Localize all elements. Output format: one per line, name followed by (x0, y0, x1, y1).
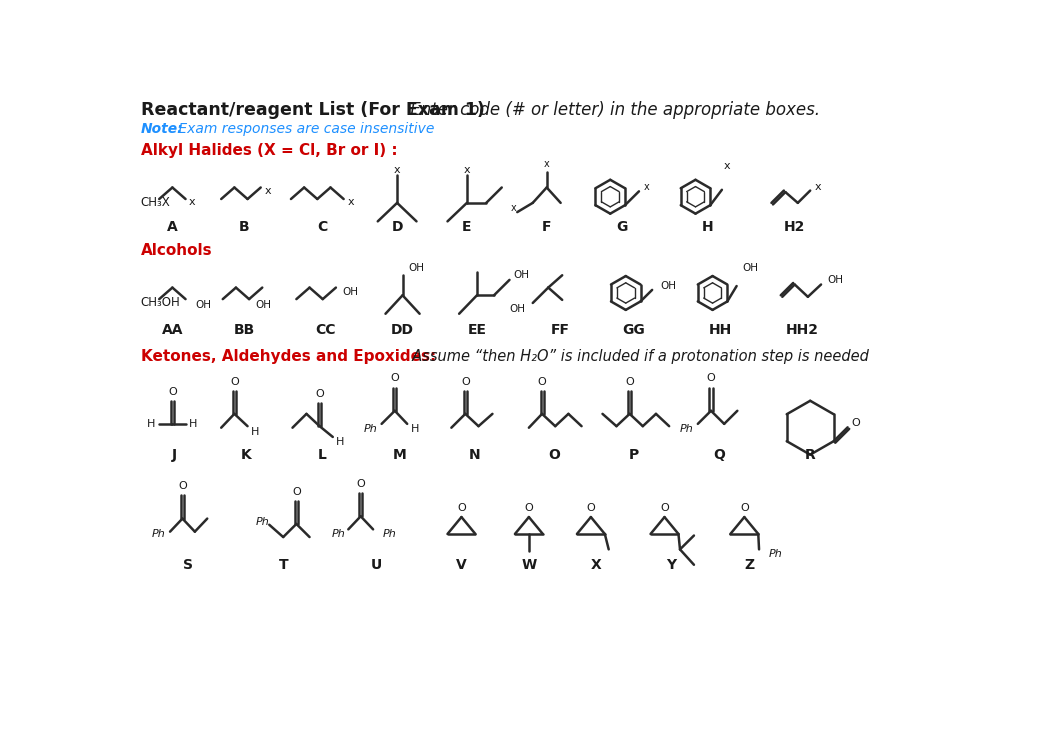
Text: O: O (457, 503, 466, 513)
Text: CH₃OH: CH₃OH (140, 296, 181, 310)
Text: BB: BB (234, 323, 255, 336)
Text: J: J (171, 448, 176, 462)
Text: O: O (851, 418, 859, 428)
Text: H2: H2 (784, 220, 805, 234)
Text: O: O (179, 481, 187, 491)
Text: x: x (393, 165, 401, 175)
Text: Alcohols: Alcohols (140, 243, 212, 258)
Text: O: O (390, 373, 400, 383)
Text: FF: FF (550, 323, 570, 336)
Text: Y: Y (665, 558, 676, 572)
Text: x: x (644, 182, 650, 192)
Text: H: H (702, 220, 713, 234)
Text: T: T (278, 558, 288, 572)
Text: Assume “then H₂O” is included if a protonation step is needed: Assume “then H₂O” is included if a proto… (403, 349, 869, 365)
Text: EE: EE (467, 323, 487, 336)
Text: R: R (804, 448, 816, 462)
Text: H: H (189, 419, 197, 429)
Text: Ph: Ph (680, 425, 694, 434)
Text: Z: Z (744, 558, 755, 572)
Text: O: O (230, 376, 239, 387)
Text: Ph: Ph (382, 529, 397, 539)
Text: Ph: Ph (331, 529, 346, 539)
Text: O: O (707, 373, 715, 383)
Text: OH: OH (409, 262, 425, 273)
Text: OH: OH (660, 281, 676, 291)
Text: GG: GG (622, 323, 645, 336)
Text: CH₃X: CH₃X (140, 196, 170, 210)
Text: x: x (265, 185, 271, 196)
Text: Ph: Ph (769, 549, 783, 559)
Text: Ph: Ph (364, 425, 378, 434)
Text: OH: OH (195, 299, 212, 310)
Text: P: P (628, 448, 638, 462)
Text: S: S (183, 558, 193, 572)
Text: O: O (292, 487, 301, 496)
Text: H: H (147, 419, 156, 429)
Text: O: O (538, 376, 546, 387)
Text: O: O (356, 479, 365, 489)
Text: O: O (316, 389, 324, 399)
Text: OH: OH (509, 304, 525, 314)
Text: O: O (740, 503, 748, 513)
Text: L: L (318, 448, 326, 462)
Text: x: x (511, 203, 516, 213)
Text: Ketones, Aldehydes and Epoxides:: Ketones, Aldehydes and Epoxides: (140, 349, 436, 365)
Text: H: H (411, 425, 419, 434)
Text: Alkyl Halides (X = Cl, Br or I) :: Alkyl Halides (X = Cl, Br or I) : (140, 143, 398, 158)
Text: x: x (815, 182, 821, 193)
Text: O: O (168, 387, 176, 396)
Text: OH: OH (514, 270, 529, 280)
Text: O: O (461, 376, 470, 387)
Text: Exam responses are case insensitive: Exam responses are case insensitive (174, 122, 434, 136)
Text: U: U (371, 558, 382, 572)
Text: G: G (617, 220, 628, 234)
Text: x: x (544, 159, 549, 170)
Text: K: K (241, 448, 251, 462)
Text: W: W (521, 558, 537, 572)
Text: B: B (239, 220, 250, 234)
Text: O: O (524, 503, 534, 513)
Text: O: O (660, 503, 668, 513)
Text: O: O (548, 448, 561, 462)
Text: HH: HH (709, 323, 732, 336)
Text: H: H (336, 436, 345, 447)
Text: x: x (464, 165, 470, 175)
Text: H: H (251, 427, 260, 436)
Text: Ph: Ph (152, 529, 165, 539)
Text: x: x (723, 161, 730, 171)
Text: OH: OH (827, 275, 843, 285)
Text: x: x (189, 197, 195, 207)
Text: N: N (469, 448, 481, 462)
Text: x: x (348, 197, 354, 207)
Text: O: O (625, 376, 634, 387)
Text: AA: AA (162, 323, 183, 336)
Text: M: M (392, 448, 406, 462)
Text: C: C (317, 220, 327, 234)
Text: X: X (591, 558, 602, 572)
Text: Enter code (# or letter) in the appropriate boxes.: Enter code (# or letter) in the appropri… (405, 102, 820, 119)
Text: E: E (462, 220, 471, 234)
Text: OH: OH (742, 262, 758, 273)
Text: CC: CC (315, 323, 335, 336)
Text: A: A (167, 220, 177, 234)
Text: O: O (586, 503, 595, 513)
Text: Note:: Note: (140, 122, 184, 136)
Text: HH2: HH2 (786, 323, 819, 336)
Text: DD: DD (391, 323, 414, 336)
Text: V: V (456, 558, 467, 572)
Text: Ph: Ph (255, 516, 269, 527)
Text: OH: OH (255, 299, 271, 310)
Text: Q: Q (713, 448, 725, 462)
Text: D: D (391, 220, 403, 234)
Text: OH: OH (343, 288, 358, 297)
Text: F: F (542, 220, 551, 234)
Text: Reactant/reagent List (For Exam 1): Reactant/reagent List (For Exam 1) (140, 102, 485, 119)
